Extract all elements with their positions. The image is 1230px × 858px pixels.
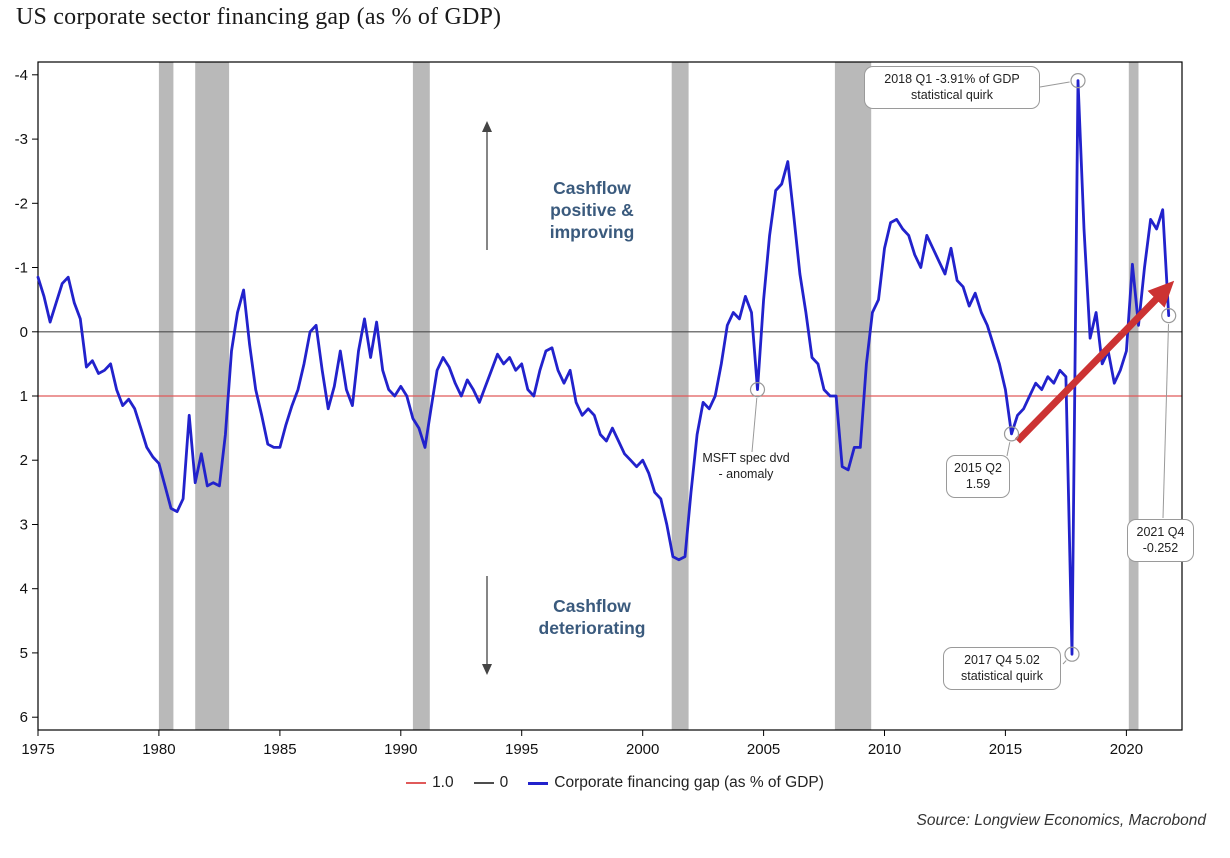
- annotation-connector: [751, 397, 758, 453]
- legend-item-one: 1.0: [406, 774, 454, 792]
- annotation-marker: [1070, 72, 1086, 89]
- legend-item-zero: 0: [473, 774, 509, 792]
- y-tick-label: 0: [20, 324, 28, 341]
- legend-label-series: Corporate financing gap (as % of GDP): [554, 774, 824, 791]
- legend-swatch-red-line: [406, 782, 427, 784]
- annotation-marker: [1003, 426, 1020, 442]
- annotation-line: statistical quirk: [961, 669, 1043, 684]
- y-tick-label: 1: [20, 388, 28, 405]
- annotation-connector: [1162, 324, 1169, 519]
- legend-swatch-zero-line: [473, 782, 494, 784]
- annotation-connector: [1006, 442, 1011, 457]
- annotation-2015-q2: 2015 Q2 1.59: [946, 455, 1010, 498]
- legend-swatch-series-line: [528, 781, 549, 785]
- y-tick-label: 3: [20, 517, 28, 534]
- trend-arrow: [1014, 280, 1175, 444]
- cashflow-deteriorating-label: Cashflow deteriorating: [538, 596, 646, 638]
- y-tick-label: -1: [15, 260, 28, 277]
- annotation-2021-q4: 2021 Q4 -0.252: [1127, 519, 1194, 562]
- x-tick-label: 2005: [747, 741, 780, 758]
- y-tick-label: -2: [15, 195, 28, 212]
- series-line: [36, 79, 1171, 656]
- chart-title: US corporate sector financing gap (as % …: [16, 4, 502, 30]
- x-tick-label: 2010: [868, 741, 901, 758]
- annotation-connector: [1039, 81, 1070, 88]
- source-note: Source: Longview Economics, Macrobond: [916, 812, 1206, 829]
- legend-label-zero: 0: [499, 774, 509, 791]
- x-tick-label: 1975: [21, 741, 54, 758]
- annotation-line: 1.59: [965, 477, 991, 492]
- y-tick-label: 5: [20, 645, 28, 662]
- annotation-2018-q1: 2018 Q1 -3.91% of GDP statistical quirk: [864, 66, 1040, 109]
- cashflow-positive-label: Cashflow positive & improving: [549, 178, 635, 242]
- y-tick-label: 6: [20, 709, 28, 726]
- annotation-connector: [1062, 660, 1067, 665]
- annotation-line: 2015 Q2: [954, 461, 1002, 475]
- x-tick-label: 1990: [384, 741, 417, 758]
- legend-item-series: Corporate financing gap (as % of GDP): [528, 774, 824, 792]
- y-tick-label: 2: [20, 452, 28, 469]
- annotation-marker: [1161, 308, 1177, 324]
- annotation-line: 2021 Q4: [1136, 525, 1185, 539]
- x-tick-label: 1985: [263, 741, 296, 758]
- y-tick-label: 4: [20, 581, 28, 598]
- y-tick-label: -4: [15, 67, 28, 84]
- annotation-line: 2017 Q4 5.02: [964, 653, 1040, 667]
- annotation-marker: [749, 382, 766, 398]
- x-tick-label: 1980: [142, 741, 175, 758]
- x-tick-label: 1995: [505, 741, 538, 758]
- annotation-line: MSFT spec dvd: [702, 451, 790, 465]
- annotation-line: - anomaly: [718, 467, 774, 482]
- x-tick-label: 2020: [1110, 741, 1143, 758]
- x-tick-label: 2000: [626, 741, 659, 758]
- annotation-line: statistical quirk: [911, 88, 993, 103]
- annotation-2017-q4: 2017 Q4 5.02 statistical quirk: [943, 647, 1061, 690]
- legend: 1.0 0 Corporate financing gap (as % of G…: [0, 774, 1230, 792]
- annotation-marker: [1064, 646, 1080, 662]
- annotation-line: 2018 Q1 -3.91% of GDP: [884, 72, 1020, 86]
- annotation-msft: MSFT spec dvd - anomaly: [699, 450, 793, 483]
- legend-label-one: 1.0: [432, 774, 454, 791]
- y-tick-label: -3: [15, 131, 28, 148]
- annotation-line: -0.252: [1142, 541, 1179, 556]
- x-tick-label: 2015: [989, 741, 1022, 758]
